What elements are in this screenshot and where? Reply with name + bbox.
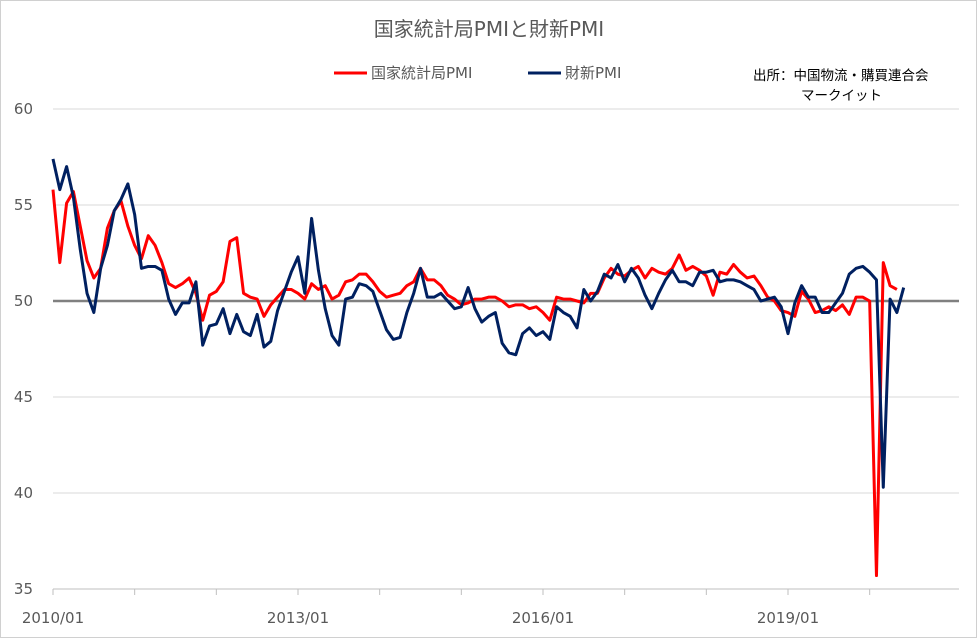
series-lines bbox=[51, 158, 906, 578]
x-tick-label: 2016/01 bbox=[512, 609, 574, 627]
series-line-nbs-pmi bbox=[51, 189, 898, 578]
series-line-caixin-pmi bbox=[51, 158, 906, 489]
legend-label-caixin: 財新PMI bbox=[565, 64, 621, 82]
y-tick-label: 35 bbox=[14, 580, 33, 598]
y-tick-label: 55 bbox=[14, 196, 33, 214]
x-tick-label: 2019/01 bbox=[757, 609, 819, 627]
y-tick-label: 45 bbox=[14, 388, 33, 406]
legend-label-nbs: 国家統計局PMI bbox=[371, 64, 472, 82]
legend: 国家統計局PMI 財新PMI bbox=[334, 64, 621, 82]
y-tick-label: 60 bbox=[14, 100, 33, 118]
y-axis-ticks: 35 40 45 50 55 60 bbox=[14, 100, 33, 598]
x-axis-ticks: 2010/01 2013/01 2016/01 2019/01 bbox=[22, 589, 871, 627]
y-tick-label: 40 bbox=[14, 484, 33, 502]
x-tick-label: 2010/01 bbox=[22, 609, 84, 627]
source-note-line1: 出所：中国物流・購買連合会 bbox=[753, 68, 929, 84]
chart-title: 国家統計局PMIと財新PMI bbox=[374, 17, 604, 41]
source-note-line2: マークイット bbox=[801, 88, 882, 104]
y-tick-label: 50 bbox=[14, 292, 33, 310]
x-tick-label: 2013/01 bbox=[267, 609, 329, 627]
